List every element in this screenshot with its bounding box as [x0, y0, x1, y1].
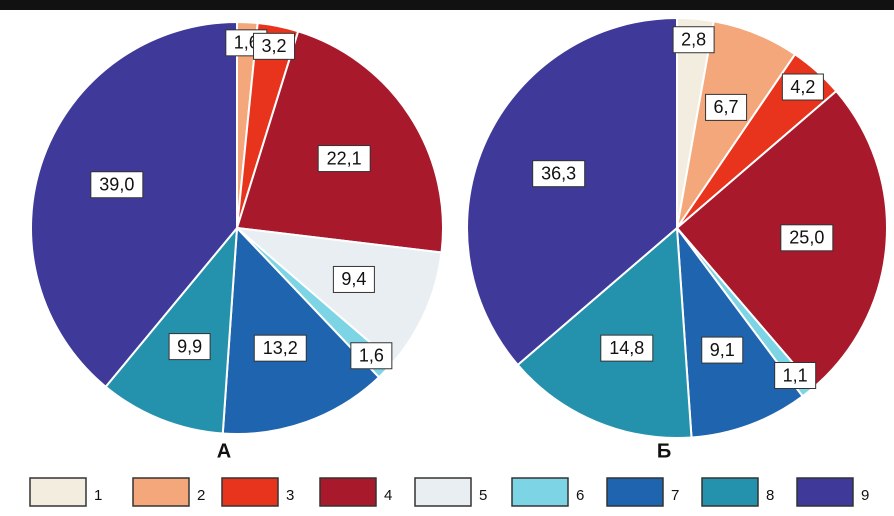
data-label: 4,2 [790, 77, 815, 97]
pie-slice [104, 224, 239, 435]
label-box [332, 265, 375, 293]
legend-swatch [701, 477, 759, 507]
legend-label: 9 [861, 487, 869, 504]
legend-label: 2 [197, 487, 205, 504]
pie-slice [466, 16, 678, 367]
legend-label: 4 [384, 487, 392, 504]
label-box [168, 333, 211, 361]
legend-label: 3 [286, 487, 294, 504]
data-label: 1,6 [234, 33, 259, 53]
legend-label: 6 [576, 487, 584, 504]
legend-swatch [796, 477, 854, 507]
label-box [253, 32, 296, 60]
legend-label: 5 [479, 487, 487, 504]
data-label: 36,3 [541, 163, 576, 183]
pie-slice [516, 225, 693, 439]
data-label: 9,4 [341, 269, 366, 289]
pie-slice [221, 225, 381, 435]
pie-slice [675, 224, 804, 439]
data-label: 3,2 [262, 36, 287, 56]
legend-swatch [414, 477, 472, 507]
data-label: 9,1 [710, 340, 735, 360]
label-box [780, 224, 834, 252]
label-box [350, 342, 393, 370]
pie-slice [235, 30, 444, 254]
label-box [600, 334, 654, 362]
data-label: 39,0 [99, 174, 134, 194]
data-label: 22,1 [327, 148, 362, 168]
data-label: 2,8 [681, 29, 706, 49]
label-box [774, 362, 817, 390]
pie-title: А [217, 440, 231, 462]
data-label: 1,1 [783, 365, 808, 385]
label-box [781, 73, 824, 101]
data-label: 6,7 [714, 97, 739, 117]
data-label: 9,9 [177, 336, 202, 356]
label-box [253, 334, 307, 362]
legend-swatch [29, 477, 87, 507]
legend-label: 7 [671, 487, 679, 504]
legend-swatch [319, 477, 377, 507]
data-label: 1,6 [359, 346, 384, 366]
data-label: 13,2 [263, 338, 298, 358]
top-band [0, 0, 894, 10]
legend-label: 1 [94, 487, 102, 504]
legend-label: 8 [766, 487, 774, 504]
legend-swatch [221, 477, 279, 507]
label-box [532, 160, 586, 188]
data-label: 14,8 [609, 338, 644, 358]
legend-swatch [511, 477, 569, 507]
legend-swatch [606, 477, 664, 507]
label-box [317, 145, 371, 173]
label-box [705, 93, 748, 121]
label-box [90, 171, 144, 199]
legend-swatch [132, 477, 190, 507]
pie-slice [30, 20, 238, 389]
data-label: 25,0 [789, 228, 824, 248]
label-box [701, 336, 744, 364]
label-box [672, 26, 715, 54]
pie-slice [233, 226, 443, 364]
pie-title: Б [657, 440, 671, 462]
